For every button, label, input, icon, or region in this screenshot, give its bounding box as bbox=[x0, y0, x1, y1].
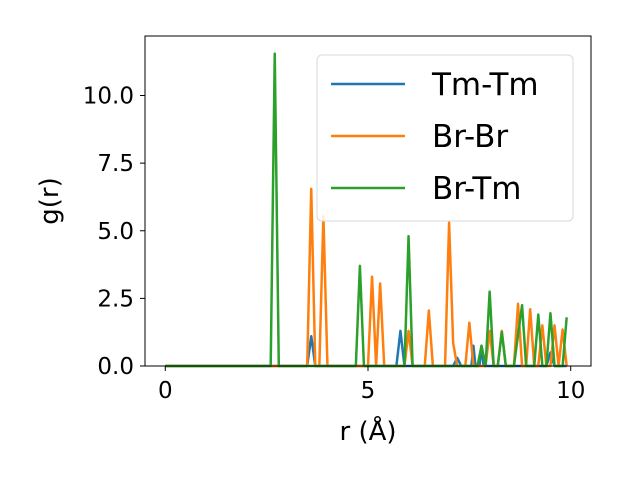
legend-items: Tm-Tm Br-Br Br-Tm bbox=[331, 67, 539, 207]
y-axis-ticks: 0.0 2.5 5.0 7.5 10.0 bbox=[83, 84, 145, 380]
legend-label-br-tm: Br-Tm bbox=[432, 171, 522, 207]
x-axis-ticks: 0 5 10 bbox=[158, 366, 585, 404]
y-tick-label: 2.5 bbox=[97, 286, 134, 312]
y-tick-label: 0.0 bbox=[97, 354, 134, 380]
legend-label-tm-tm: Tm-Tm bbox=[431, 67, 539, 103]
legend-label-br-br: Br-Br bbox=[432, 119, 508, 155]
y-tick-label: 5.0 bbox=[97, 219, 134, 245]
y-axis-label: g(r) bbox=[35, 177, 65, 224]
x-axis-label: r (Å) bbox=[339, 415, 396, 447]
y-tick-label: 7.5 bbox=[97, 151, 134, 177]
legend: Tm-Tm Br-Br Br-Tm bbox=[316, 54, 574, 222]
x-tick-label: 10 bbox=[556, 378, 585, 404]
x-tick-label: 0 bbox=[158, 378, 173, 404]
legend-box bbox=[316, 54, 574, 222]
y-tick-label: 10.0 bbox=[83, 84, 134, 110]
x-tick-label: 5 bbox=[361, 378, 376, 404]
